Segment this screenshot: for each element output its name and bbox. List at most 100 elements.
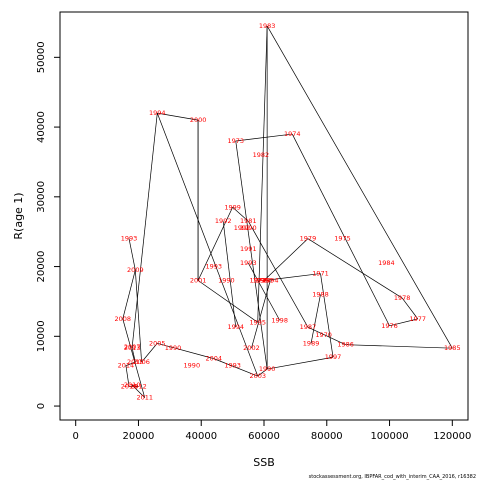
point-label-1990: 1990: [259, 365, 276, 373]
path-segment: [131, 113, 158, 347]
path-segment: [131, 348, 136, 363]
point-label-1994: 1994: [149, 109, 166, 117]
point-label-1984: 1984: [378, 259, 395, 267]
point-label-2005: 2005: [149, 339, 166, 347]
path-segment: [291, 133, 390, 327]
footer-note: stockassessment.org, IBPFAR_cod_with_int…: [309, 474, 476, 480]
path-segment: [251, 280, 271, 349]
y-tick-label: 20000: [36, 251, 47, 283]
point-label-1993: 1993: [224, 362, 241, 370]
point-label-1981: 1981: [240, 217, 257, 225]
y-tick-label: 10000: [36, 320, 47, 352]
point-label-1978: 1978: [394, 294, 411, 302]
y-axis: 0 10000 20000 30000 40000 50000: [36, 41, 61, 409]
point-label-1999: 1999: [224, 203, 241, 211]
point-label-1990: 1990: [240, 224, 257, 232]
point-label-1980: 1980: [256, 277, 273, 285]
y-tick-label: 50000: [36, 41, 47, 73]
path-segment: [345, 344, 453, 349]
point-label-1998: 1998: [271, 316, 288, 324]
point-label-1991: 1991: [240, 245, 257, 253]
point-label-1974: 1974: [284, 130, 301, 138]
point-label-1996: 1996: [253, 277, 270, 285]
point-label-1990: 1990: [165, 344, 182, 352]
path-segment: [257, 25, 268, 323]
point-label-1976: 1976: [381, 322, 398, 330]
point-label-1973: 1973: [227, 137, 244, 145]
point-label-2010: 2010: [124, 381, 141, 389]
path-segment: [122, 269, 136, 319]
path-segment: [248, 262, 280, 321]
path-segment: [248, 221, 309, 328]
path-segment: [267, 356, 334, 370]
path-segment: [232, 207, 249, 222]
path-segment: [197, 280, 258, 323]
point-label-2004: 2004: [206, 355, 223, 363]
path-segment: [156, 113, 259, 377]
path-segment: [320, 273, 334, 358]
path-segment: [263, 238, 309, 281]
point-label-1995: 1995: [249, 318, 266, 326]
y-axis-title: R(age 1): [12, 192, 25, 239]
path-segment: [235, 133, 293, 142]
path-segment: [257, 368, 268, 377]
path-segment: [263, 273, 321, 281]
path-segment: [131, 384, 145, 398]
x-tick-label: 80000: [311, 431, 343, 442]
point-label-1992: 1992: [234, 224, 251, 232]
point-label-2013: 2013: [124, 344, 141, 352]
point-label-2002: 2002: [243, 344, 260, 352]
path-segment: [157, 112, 199, 121]
point-label-2015: 2015: [127, 358, 144, 366]
path-segment: [389, 318, 418, 327]
path-segment: [128, 238, 136, 271]
path-segment: [134, 270, 142, 363]
point-label-1993: 1993: [240, 259, 257, 267]
point-label-1994: 1994: [262, 277, 279, 285]
point-label-1994: 1994: [227, 323, 244, 331]
point-label-1997: 1997: [325, 353, 342, 361]
point-label-1993: 1993: [206, 263, 223, 271]
point-label-2007: 2007: [124, 343, 141, 351]
point-label-1977: 1977: [410, 315, 427, 323]
path-segment: [307, 326, 346, 345]
point-label-2008: 2008: [114, 315, 131, 323]
point-label-2000: 2000: [190, 116, 207, 124]
point-label-2011: 2011: [136, 394, 153, 402]
point-label-2001: 2001: [190, 277, 207, 285]
point-label-1989: 1989: [303, 339, 320, 347]
point-label-1975: 1975: [334, 235, 351, 243]
point-label-1985: 1985: [444, 344, 461, 352]
point-label-1988: 1988: [312, 290, 329, 298]
path-segment: [222, 221, 237, 328]
point-label-1983: 1983: [259, 22, 276, 30]
point-labels: 1970 1971 1972 1973 1974 1975 1976 1977 1978 1979…: [114, 22, 460, 402]
y-tick-label: 40000: [36, 111, 47, 143]
connecting-lines: [122, 25, 453, 398]
point-label-1990: 1990: [218, 277, 235, 285]
point-label-2016: 2016: [121, 383, 138, 391]
point-label-1992: 1992: [215, 217, 232, 225]
path-segment: [401, 297, 419, 320]
point-label-1982: 1982: [253, 151, 270, 159]
path-segment: [266, 25, 453, 349]
y-tick-label: 30000: [36, 181, 47, 213]
plot-frame: [59, 11, 469, 421]
point-label-1971: 1971: [312, 270, 329, 278]
x-tick-label: 40000: [185, 431, 217, 442]
path-segment: [307, 238, 403, 299]
point-label-2012: 2012: [130, 383, 147, 391]
y-tick-label: 0: [36, 403, 47, 409]
path-segment: [213, 358, 258, 377]
path-segment: [125, 365, 130, 387]
point-label-1987: 1987: [300, 323, 317, 331]
path-segment: [141, 343, 158, 363]
path-segment: [235, 140, 268, 370]
point-label-2003: 2003: [249, 372, 266, 380]
path-segment: [125, 361, 136, 366]
path-segment: [122, 318, 146, 398]
point-label-1993: 1993: [121, 235, 138, 243]
point-label-1972: 1972: [249, 277, 266, 285]
point-label-2006: 2006: [133, 358, 150, 366]
